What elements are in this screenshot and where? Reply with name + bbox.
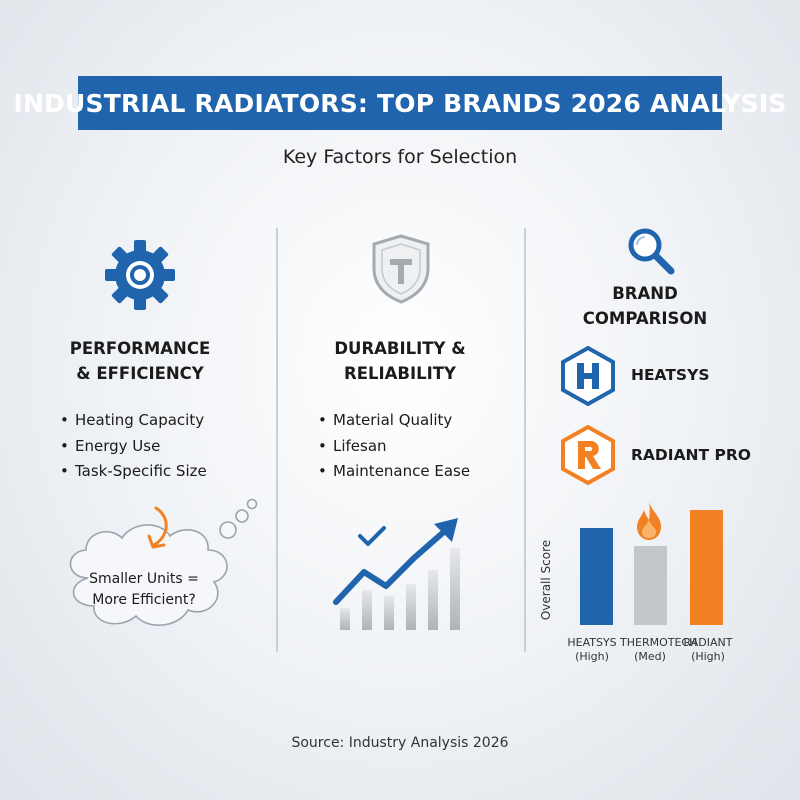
title-banner: INDUSTRIAL RADIATORS: TOP BRANDS 2026 AN… — [13, 76, 786, 130]
page-title: INDUSTRIAL RADIATORS: TOP BRANDS 2026 AN… — [13, 88, 787, 118]
bar-radiant — [690, 510, 723, 625]
list-item: Heating Capacity — [60, 408, 207, 434]
thought-cloud-text: Smaller Units = More Efficient? — [89, 571, 199, 608]
bar-thermotech — [634, 546, 667, 625]
trend-chart-icon — [333, 518, 460, 630]
curved-arrow-icon — [147, 506, 168, 549]
bar-label-heatsys: HEATSYS (High) — [567, 636, 617, 663]
gear-icon — [105, 240, 175, 310]
bar-heatsys — [580, 528, 613, 625]
performance-list: Heating Capacity Energy Use Task-Specifi… — [60, 408, 207, 485]
flame-icon — [637, 502, 661, 540]
page-subtitle: Key Factors for Selection — [282, 146, 518, 168]
column-divider-left — [276, 228, 278, 652]
bar-label-radiant: RADIANT (High) — [683, 636, 733, 663]
magnifier-icon — [628, 228, 675, 275]
list-item: Lifesan — [318, 434, 470, 460]
comparison-heading: BRAND COMPARISON — [582, 284, 708, 328]
brand-name-radiant-pro: RADIANT PRO — [631, 446, 751, 464]
list-item: Task-Specific Size — [60, 459, 207, 485]
durability-heading: DURABILITY & RELIABILITY — [334, 339, 466, 383]
performance-heading: PERFORMANCE & EFFICIENCY — [69, 339, 211, 383]
heatsys-logo — [561, 346, 615, 406]
source-note: Source: Industry Analysis 2026 — [291, 735, 509, 751]
list-item: Energy Use — [60, 434, 207, 460]
bar-label-thermotech: THERMOTECH (Med) — [620, 636, 698, 663]
brand-name-heatsys: HEATSYS — [631, 366, 710, 384]
shield-icon — [372, 234, 430, 304]
list-item: Material Quality — [318, 408, 470, 434]
radiant-pro-logo — [561, 425, 615, 485]
list-item: Maintenance Ease — [318, 459, 470, 485]
thought-cloud-icon — [69, 498, 258, 626]
durability-list: Material Quality Lifesan Maintenance Eas… — [318, 408, 470, 485]
column-divider-right — [524, 228, 526, 652]
chart-y-axis-label: Overall Score — [539, 539, 553, 621]
